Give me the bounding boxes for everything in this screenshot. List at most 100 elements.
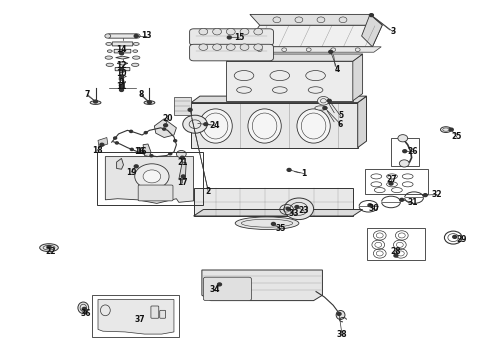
Polygon shape <box>116 56 129 59</box>
Ellipse shape <box>248 109 281 143</box>
Ellipse shape <box>336 310 345 320</box>
Polygon shape <box>243 47 381 52</box>
Circle shape <box>94 100 98 103</box>
Text: 21: 21 <box>177 158 188 167</box>
Text: 15: 15 <box>234 33 245 42</box>
Bar <box>97 152 203 205</box>
Circle shape <box>389 182 393 185</box>
Text: 18: 18 <box>92 146 102 155</box>
Polygon shape <box>226 61 353 101</box>
Ellipse shape <box>240 28 249 35</box>
FancyBboxPatch shape <box>190 29 273 45</box>
Ellipse shape <box>105 56 113 59</box>
Circle shape <box>394 254 398 257</box>
Circle shape <box>134 34 140 38</box>
Circle shape <box>120 68 123 71</box>
Text: 7: 7 <box>85 90 90 99</box>
Text: 20: 20 <box>162 113 173 122</box>
Circle shape <box>116 142 119 144</box>
Ellipse shape <box>297 109 330 143</box>
Circle shape <box>143 170 161 183</box>
Circle shape <box>423 194 427 197</box>
Circle shape <box>120 85 123 88</box>
Circle shape <box>180 156 184 159</box>
Circle shape <box>403 150 407 153</box>
Text: 32: 32 <box>432 190 442 199</box>
Ellipse shape <box>106 42 112 45</box>
Polygon shape <box>362 14 382 47</box>
Polygon shape <box>245 25 382 47</box>
Circle shape <box>135 164 169 189</box>
Polygon shape <box>353 54 363 101</box>
Ellipse shape <box>144 101 155 104</box>
Polygon shape <box>105 157 194 203</box>
Text: 38: 38 <box>337 330 347 339</box>
Ellipse shape <box>133 50 138 52</box>
Circle shape <box>323 107 327 109</box>
Circle shape <box>183 115 207 133</box>
Circle shape <box>163 128 166 130</box>
Text: 34: 34 <box>209 285 220 294</box>
Circle shape <box>144 132 147 134</box>
Circle shape <box>82 307 86 310</box>
Circle shape <box>287 168 291 171</box>
Text: 2: 2 <box>206 187 211 196</box>
Circle shape <box>369 14 373 17</box>
Ellipse shape <box>213 28 221 35</box>
FancyBboxPatch shape <box>114 49 131 53</box>
Circle shape <box>134 35 138 37</box>
FancyBboxPatch shape <box>115 67 130 71</box>
Text: 26: 26 <box>407 147 418 156</box>
Circle shape <box>100 143 104 146</box>
Text: 16: 16 <box>136 147 147 156</box>
Circle shape <box>129 130 132 132</box>
Text: 13: 13 <box>141 31 151 40</box>
Circle shape <box>130 148 133 150</box>
FancyBboxPatch shape <box>160 310 166 318</box>
Bar <box>367 228 425 260</box>
Circle shape <box>453 235 457 238</box>
FancyBboxPatch shape <box>190 44 273 61</box>
Text: 10: 10 <box>116 69 127 78</box>
Text: 23: 23 <box>298 206 309 215</box>
Circle shape <box>329 50 333 53</box>
Ellipse shape <box>240 44 249 50</box>
Text: 17: 17 <box>177 178 188 187</box>
Polygon shape <box>194 210 363 216</box>
Polygon shape <box>358 96 367 148</box>
Text: 12: 12 <box>116 61 127 70</box>
FancyBboxPatch shape <box>112 42 133 46</box>
Text: 36: 36 <box>80 309 91 318</box>
Circle shape <box>327 99 331 102</box>
Polygon shape <box>179 162 186 180</box>
Circle shape <box>181 175 185 178</box>
Circle shape <box>120 76 123 79</box>
Text: 28: 28 <box>391 247 401 256</box>
Bar <box>391 138 419 166</box>
Bar <box>92 295 179 337</box>
Circle shape <box>173 140 176 142</box>
FancyBboxPatch shape <box>203 277 251 301</box>
Ellipse shape <box>107 50 112 52</box>
Text: 30: 30 <box>368 204 379 213</box>
Circle shape <box>164 124 168 127</box>
Ellipse shape <box>90 101 101 104</box>
Polygon shape <box>117 158 123 169</box>
Circle shape <box>368 204 372 207</box>
Circle shape <box>176 150 186 158</box>
Polygon shape <box>250 14 382 25</box>
Polygon shape <box>194 188 353 216</box>
Ellipse shape <box>213 44 221 50</box>
Circle shape <box>284 198 314 220</box>
Polygon shape <box>98 300 174 334</box>
Ellipse shape <box>40 244 58 252</box>
Circle shape <box>295 206 299 208</box>
Text: 14: 14 <box>116 45 127 54</box>
Ellipse shape <box>132 56 140 59</box>
Circle shape <box>227 36 231 39</box>
Circle shape <box>47 246 51 248</box>
FancyBboxPatch shape <box>138 185 173 201</box>
Ellipse shape <box>131 63 139 66</box>
Text: 19: 19 <box>126 167 137 176</box>
Text: 6: 6 <box>338 120 343 129</box>
